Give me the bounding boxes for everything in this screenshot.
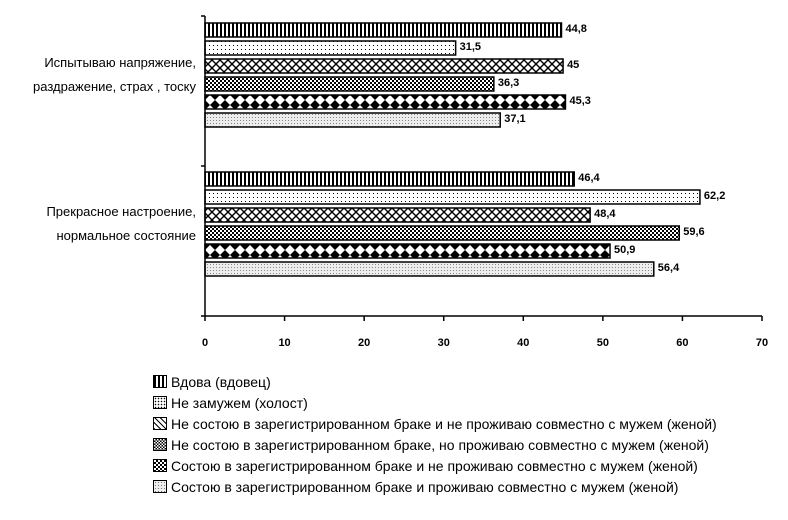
- legend-item: Состою в зарегистрированном браке и прож…: [153, 476, 717, 497]
- bar: [204, 76, 495, 92]
- data-label: 59,6: [683, 226, 704, 238]
- bar: [204, 40, 457, 56]
- x-tick-label: 10: [278, 337, 290, 349]
- x-tick-label: 70: [756, 337, 768, 349]
- data-label: 46,4: [578, 172, 600, 184]
- legend-swatch: [153, 375, 167, 388]
- legend: Вдова (вдовец) Не замужем (холост) Не сост…: [153, 371, 717, 497]
- x-tick-label: 30: [438, 337, 450, 349]
- legend-label: Не состою в зарегистрированном браке и н…: [171, 415, 717, 432]
- x-tick-label: 0: [202, 337, 208, 349]
- legend-label: Не замужем (холост): [171, 394, 308, 411]
- bar: [204, 225, 680, 241]
- legend-label: Состою в зарегистрированном браке и прож…: [171, 478, 679, 495]
- data-label: 31,5: [460, 41, 481, 53]
- x-tick-label: 40: [517, 337, 529, 349]
- category-label: Испытываю напряжение,: [44, 55, 196, 70]
- legend-label: Состою в зарегистрированном браке и не п…: [171, 457, 698, 474]
- category-label: Прекрасное настроение,: [46, 204, 196, 219]
- data-label: 56,4: [658, 262, 680, 274]
- data-label: 45,3: [569, 95, 590, 107]
- data-label: 37,1: [504, 113, 525, 125]
- data-label: 62,2: [704, 190, 725, 202]
- legend-swatch: [153, 396, 167, 409]
- legend-swatch: [153, 480, 167, 493]
- category-label: нормальное состояние: [56, 228, 196, 243]
- data-label: 36,3: [498, 77, 519, 89]
- bar: [204, 94, 567, 110]
- legend-item: Не состою в зарегистрированном браке и н…: [153, 413, 717, 434]
- legend-swatch: [153, 438, 167, 451]
- bar-chart: 44,8 31,5 45 36,3 45,3 37,1 Испытываю напряжен…: [33, 15, 768, 349]
- legend-item: Не замужем (холост): [153, 392, 717, 413]
- x-tick-label: 60: [676, 337, 688, 349]
- bar: [204, 22, 563, 38]
- plot-area: 44,8 31,5 45 36,3 45,3 37,1 Испытываю напряжен…: [33, 15, 768, 349]
- bar: [204, 171, 575, 187]
- category-label: раздражение, страх , тоску: [33, 79, 196, 94]
- data-label: 50,9: [614, 244, 635, 256]
- x-tick-label: 20: [358, 337, 370, 349]
- bar: [204, 207, 591, 223]
- data-label: 48,4: [594, 208, 616, 220]
- bar: [204, 261, 655, 277]
- bar: [204, 112, 501, 128]
- data-label: 45: [567, 59, 579, 71]
- data-label: 44,8: [565, 23, 586, 35]
- legend-item: Состою в зарегистрированном браке и не п…: [153, 455, 717, 476]
- bar: [204, 243, 611, 259]
- bar: [204, 58, 564, 74]
- legend-swatch: [153, 459, 167, 472]
- legend-item: Не состою в зарегистрированном браке, но…: [153, 434, 717, 455]
- x-tick-label: 50: [597, 337, 609, 349]
- legend-label: Вдова (вдовец): [171, 373, 271, 390]
- legend-item: Вдова (вдовец): [153, 371, 717, 392]
- bar: [204, 189, 701, 205]
- legend-swatch: [153, 417, 167, 430]
- legend-label: Не состою в зарегистрированном браке, но…: [171, 436, 709, 453]
